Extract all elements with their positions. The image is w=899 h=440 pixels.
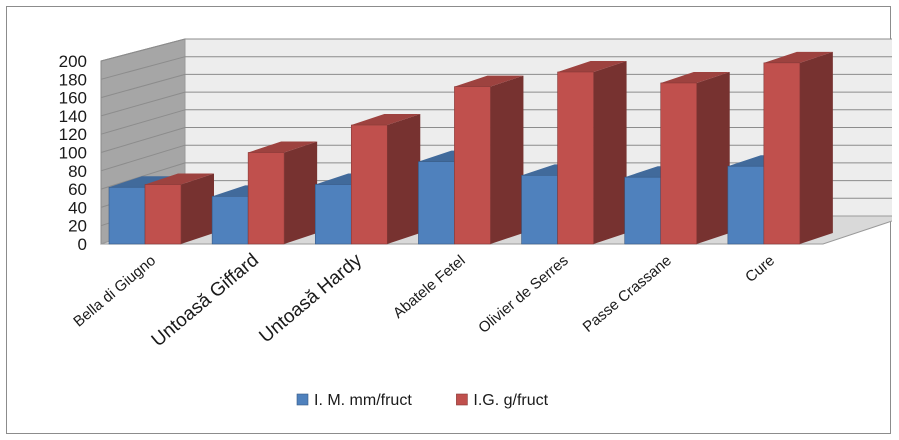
y-tick-label: 20 xyxy=(68,217,87,236)
x-category-label: Olivier de Serres xyxy=(475,252,571,337)
bar-top xyxy=(109,176,178,188)
bar-top xyxy=(454,75,524,87)
bar-front xyxy=(247,152,285,245)
bar-top xyxy=(248,141,318,153)
bar-side xyxy=(799,51,833,244)
y-tick-label: 120 xyxy=(59,125,87,144)
x-category-label: Cure xyxy=(742,252,778,286)
y-tick-label: 60 xyxy=(68,180,87,199)
x-category-label: Passe Crassane xyxy=(580,252,675,336)
gridline-side xyxy=(100,56,186,80)
y-tick-label: 0 xyxy=(78,235,87,254)
gridline-side xyxy=(100,144,186,172)
bar-ig xyxy=(557,60,627,245)
bar-front xyxy=(727,165,765,245)
legend-swatch xyxy=(296,393,309,406)
bar-side xyxy=(593,60,627,245)
x-category-label: Abatele Fetel xyxy=(390,252,469,322)
x-category-label: Untoasă Hardy xyxy=(255,249,366,347)
bar-front xyxy=(144,184,182,245)
bar-front xyxy=(660,82,698,245)
bar-side xyxy=(387,114,421,244)
bar-front xyxy=(314,184,352,245)
bar-ig xyxy=(660,71,730,245)
y-tick-label: 100 xyxy=(59,144,87,163)
bar-top xyxy=(557,60,627,72)
bar-side xyxy=(284,141,318,244)
bar-side xyxy=(181,173,214,244)
y-tick-label: 140 xyxy=(59,107,87,126)
y-tick-label: 180 xyxy=(59,70,87,89)
bar-ig xyxy=(763,51,833,245)
gridline-side xyxy=(100,38,186,62)
bars xyxy=(108,51,833,245)
bar-ig xyxy=(144,173,214,245)
bar-front xyxy=(763,62,801,245)
bar-front xyxy=(557,71,594,245)
y-tick-label: 40 xyxy=(68,198,87,217)
gridline-side xyxy=(100,162,186,190)
bar-front xyxy=(624,176,662,245)
bar-side xyxy=(696,71,730,245)
bar-front xyxy=(350,124,388,245)
bar-top xyxy=(660,71,730,83)
bar-top xyxy=(763,51,833,63)
y-tick-label: 160 xyxy=(59,89,87,108)
legend-swatch xyxy=(456,393,468,406)
bar-front xyxy=(211,196,249,245)
x-category-label: Bella di Giugno xyxy=(70,252,159,330)
bar-front xyxy=(418,161,455,245)
legend-label: I. M. mm/fruct xyxy=(314,392,412,409)
gridline-side xyxy=(100,127,186,153)
bar-top xyxy=(145,173,214,185)
gridline-side xyxy=(100,91,186,117)
bar-ig xyxy=(454,75,524,245)
bar-top xyxy=(351,114,421,126)
y-tick-label: 80 xyxy=(68,162,87,181)
bar-front xyxy=(521,175,558,245)
gridline-side xyxy=(100,109,186,135)
bar-ig xyxy=(350,114,421,245)
gridline-side xyxy=(100,73,186,99)
x-category-label: Untoasă Giffard xyxy=(148,250,263,351)
legend: I. M. mm/fruct I.G. g/fruct xyxy=(296,392,549,409)
chart-frame: 0 20 40 60 80 100 120 140 160 180 200 Bella di Giu… xyxy=(6,6,892,434)
bar-front xyxy=(454,86,491,245)
y-tick-label: 200 xyxy=(59,52,87,71)
legend-label: I.G. g/fruct xyxy=(473,392,548,409)
bar-side xyxy=(490,75,524,245)
bar-front xyxy=(108,186,146,245)
bar-ig xyxy=(247,141,318,245)
